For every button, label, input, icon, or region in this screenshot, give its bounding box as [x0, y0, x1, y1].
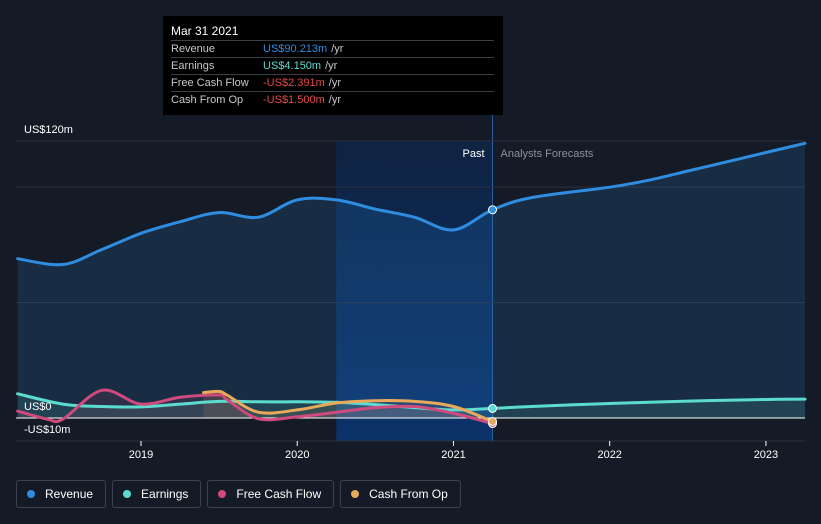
earnings-area — [17, 393, 806, 418]
tooltip-value: US$90.213m — [263, 43, 328, 55]
y-axis-bottom-label: -US$10m — [24, 424, 70, 436]
legend-dot-icon — [27, 490, 35, 498]
x-tick-label: 2022 — [597, 449, 621, 461]
revenue-line — [16, 141, 807, 267]
revenue-area — [17, 143, 806, 419]
tooltip-date: Mar 31 2021 — [171, 24, 239, 38]
tooltip-unit: /yr — [325, 60, 338, 72]
analysts-forecasts-label: Analysts Forecasts — [501, 148, 594, 160]
free-cash-flow-area — [17, 390, 493, 424]
legend-item-revenue[interactable]: Revenue — [16, 480, 107, 508]
tooltip-row-earnings: Earnings US$4.150m /yr — [171, 57, 494, 74]
legend-dot-icon — [218, 490, 227, 498]
legend-label: Cash From Op — [369, 487, 448, 501]
legend-dot-icon — [351, 490, 360, 498]
legend-dot-icon — [123, 490, 132, 498]
tooltip-value: -US$2.391m — [263, 77, 325, 89]
tooltip-value: -US$1.500m — [263, 94, 325, 106]
tooltip-row-free-cash-flow: Free Cash Flow -US$2.391m /yr — [171, 74, 494, 91]
grid-lines — [16, 140, 805, 442]
legend-item-cash-from-op[interactable]: Cash From Op — [340, 480, 461, 508]
past-period-highlight — [336, 141, 493, 441]
tooltip-label: Cash From Op — [171, 94, 244, 106]
tooltip-row-revenue: Revenue US$90.213m /yr — [171, 40, 494, 57]
y-axis-top-label: US$120m — [24, 124, 73, 136]
x-tick-label: 2021 — [441, 449, 465, 461]
tooltip-label: Revenue — [171, 43, 216, 55]
legend-label: Revenue — [45, 487, 94, 501]
series-markers — [488, 205, 498, 429]
series-marker — [488, 403, 498, 413]
x-axis-ticks: 2019 2020 2021 2022 2023 — [129, 441, 778, 461]
series-marker — [488, 205, 498, 215]
tooltip-label: Earnings — [171, 60, 215, 72]
tooltip-row-cash-from-op: Cash From Op -US$1.500m /yr — [171, 91, 494, 108]
series-marker — [488, 416, 498, 426]
x-tick-label: 2023 — [754, 449, 778, 461]
tooltip-label: Free Cash Flow — [171, 77, 249, 89]
chart-area: US$120m US$0 -US$10m Past Analysts Forec… — [16, 100, 807, 461]
legend-label: Free Cash Flow — [236, 487, 322, 501]
tooltip-value: US$4.150m — [263, 60, 322, 72]
chart-legend: Revenue Earnings Free Cash Flow Cash Fro… — [16, 480, 461, 508]
x-tick-label: 2019 — [129, 449, 153, 461]
series-lines — [16, 141, 807, 425]
y-axis-zero-label: US$0 — [24, 401, 52, 413]
x-tick-label: 2020 — [285, 449, 309, 461]
past-label: Past — [463, 148, 485, 160]
tooltip-unit: /yr — [328, 94, 341, 106]
free-cash-flow-line — [16, 388, 494, 425]
legend-item-earnings[interactable]: Earnings — [112, 480, 202, 508]
legend-label: Earnings — [141, 487, 189, 501]
tooltip-unit: /yr — [328, 77, 341, 89]
tooltip-unit: /yr — [331, 43, 344, 55]
legend-item-free-cash-flow[interactable]: Free Cash Flow — [207, 480, 335, 508]
cash-from-op-line — [202, 389, 494, 423]
hover-tooltip: Mar 31 2021 Revenue US$90.213m /yr Earni… — [163, 16, 503, 115]
